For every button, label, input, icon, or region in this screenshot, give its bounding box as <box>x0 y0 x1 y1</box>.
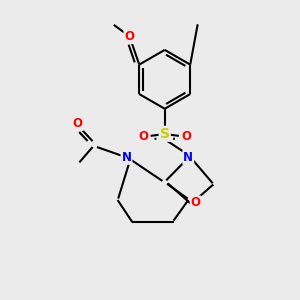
Text: O: O <box>139 130 148 143</box>
Text: N: N <box>183 151 193 164</box>
Text: N: N <box>122 151 131 164</box>
Text: O: O <box>73 117 83 130</box>
Text: O: O <box>190 196 201 209</box>
Text: O: O <box>181 130 191 143</box>
Text: O: O <box>124 30 134 43</box>
Text: S: S <box>160 127 170 141</box>
